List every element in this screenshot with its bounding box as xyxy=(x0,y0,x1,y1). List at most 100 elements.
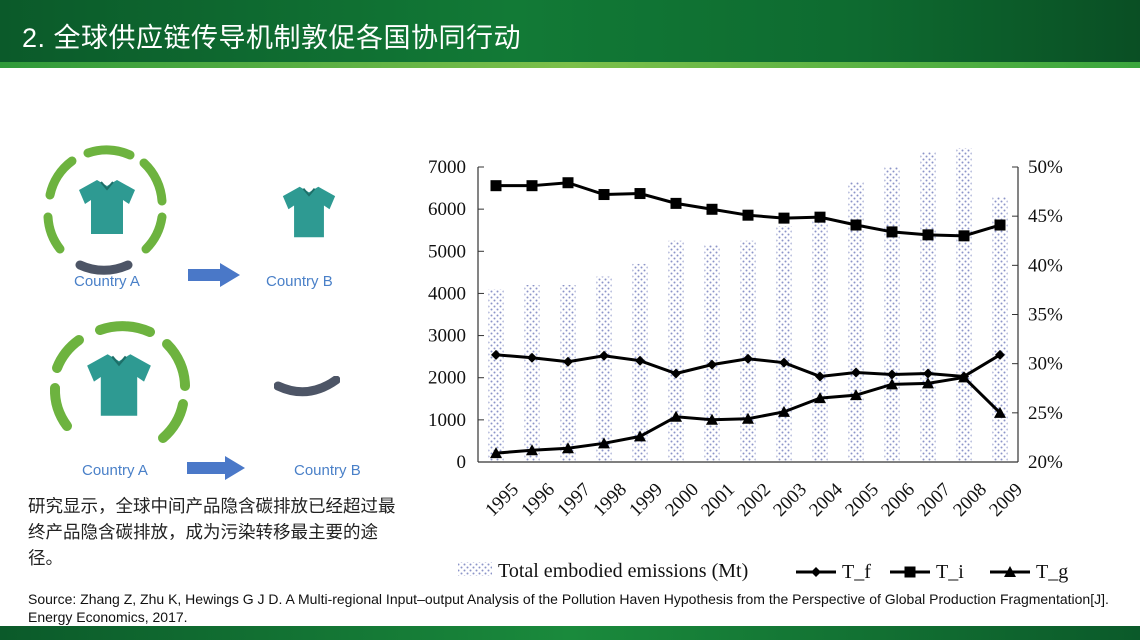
carbon-arc-icon xyxy=(274,376,340,397)
point-t-f xyxy=(743,353,753,364)
ring-segment xyxy=(45,156,77,200)
point-t-i xyxy=(958,230,970,242)
slide-title: 2. 全球供应链传导机制敦促各国协同行动 xyxy=(22,23,522,53)
supply-ring-bottom xyxy=(49,321,190,443)
point-t-g xyxy=(922,377,934,389)
point-t-i xyxy=(778,212,790,224)
x-axis-tick-label: 2001 xyxy=(697,479,739,521)
bar-total-emissions xyxy=(524,285,540,462)
right-axis-tick-label: 20% xyxy=(1028,452,1063,473)
legend-marker xyxy=(904,566,916,578)
point-t-f xyxy=(707,359,717,370)
legend: Total embodied emissions (Mt) T_f T_i T_g xyxy=(458,560,1068,583)
point-t-f xyxy=(599,350,609,361)
bar-total-emissions xyxy=(560,285,576,462)
point-t-g xyxy=(706,413,718,425)
bar-total-emissions xyxy=(596,276,612,462)
left-axis-tick-label: 4000 xyxy=(428,283,466,304)
point-t-f xyxy=(491,349,501,360)
right-axis-tick-label: 25% xyxy=(1028,403,1063,424)
x-axis-tick-label: 2003 xyxy=(769,479,811,521)
point-t-f xyxy=(563,356,573,367)
x-axis-tick-label: 2005 xyxy=(841,479,883,521)
x-axis-tick-label: 1996 xyxy=(517,479,559,521)
point-t-f xyxy=(527,352,537,363)
shirt-icon xyxy=(87,354,151,416)
title-banner: 2. 全球供应链传导机制敦促各国协同行动 xyxy=(0,0,1140,68)
x-axis-tick-label: 1998 xyxy=(589,479,631,521)
point-t-i xyxy=(814,211,826,223)
bar-total-emissions xyxy=(704,244,720,462)
point-t-g xyxy=(670,410,682,422)
point-t-f xyxy=(887,369,897,380)
point-t-i xyxy=(634,188,646,200)
left-axis-tick-label: 3000 xyxy=(428,326,466,347)
legend-label: T_f xyxy=(842,561,871,583)
x-axis-tick-label: 2000 xyxy=(661,479,703,521)
ring-segment xyxy=(162,339,190,391)
point-t-f xyxy=(851,367,861,378)
left-axis-tick-label: 5000 xyxy=(428,241,466,262)
point-t-i xyxy=(742,209,754,221)
point-t-g xyxy=(958,371,970,383)
bar-total-emissions xyxy=(992,196,1008,462)
ring-segment xyxy=(141,212,167,254)
right-axis-tick-label: 40% xyxy=(1028,255,1063,276)
point-t-g xyxy=(562,442,574,454)
point-t-f xyxy=(815,371,825,382)
point-t-f xyxy=(635,355,645,366)
point-t-g xyxy=(886,378,898,390)
emissions-chart: 0 1000 2000 3000 4000 5000 6000 7000 20% 25% 30% 35… xyxy=(428,148,1068,583)
ring-segment xyxy=(95,321,155,337)
description-text: 研究显示，全球中间产品隐含碳排放已经超过最终产品隐含碳排放，成为污染转移最主要的… xyxy=(28,497,396,569)
left-axis-tick-label: 1000 xyxy=(428,410,466,431)
legend-swatch-bars xyxy=(458,562,492,576)
point-t-g xyxy=(742,412,754,424)
point-t-i xyxy=(490,180,502,192)
point-t-g xyxy=(526,444,538,456)
point-t-g xyxy=(490,447,502,459)
ring-segment xyxy=(139,158,167,206)
point-t-i xyxy=(706,203,718,215)
bar-total-emissions xyxy=(740,240,756,462)
right-axis-tick-label: 45% xyxy=(1028,206,1063,227)
ring-segment xyxy=(158,399,188,443)
point-t-i xyxy=(562,177,574,189)
bar-total-emissions xyxy=(776,226,792,462)
point-t-f xyxy=(923,368,933,379)
point-t-i xyxy=(922,229,934,241)
point-t-i xyxy=(994,219,1006,231)
left-axis-tick-label: 2000 xyxy=(428,368,466,389)
country-b-label: Country B xyxy=(266,273,333,290)
x-axis-tick-label: 1995 xyxy=(481,479,523,521)
legend-label: T_g xyxy=(1036,561,1068,583)
ring-segment xyxy=(75,260,133,275)
left-axis-tick-label: 0 xyxy=(457,452,467,473)
point-t-g xyxy=(850,389,862,401)
point-t-g xyxy=(994,406,1006,418)
bar-total-emissions xyxy=(488,289,504,462)
country-a-label: Country A xyxy=(74,273,140,290)
x-axis-tick-label: 1999 xyxy=(625,479,667,521)
country-a-label: Country A xyxy=(82,462,148,479)
x-axis-tick-label: 1997 xyxy=(553,479,595,521)
ring-segment xyxy=(83,145,135,160)
right-axis-tick-label: 30% xyxy=(1028,354,1063,375)
x-axis-tick-label: 2006 xyxy=(877,479,919,521)
bar-total-emissions xyxy=(668,240,684,462)
country-b-label: Country B xyxy=(294,462,361,479)
footer-bar xyxy=(0,626,1140,640)
point-t-i xyxy=(850,219,862,231)
x-axis-tick-label: 2009 xyxy=(985,479,1027,521)
legend-marker xyxy=(811,567,821,577)
bar-total-emissions xyxy=(812,219,828,462)
ring-segment xyxy=(43,212,65,254)
ring-segment xyxy=(49,383,72,431)
bar-total-emissions xyxy=(884,167,900,462)
point-t-g xyxy=(634,430,646,442)
right-axis-tick-label: 50% xyxy=(1028,157,1063,178)
point-t-f xyxy=(671,368,681,379)
point-t-i xyxy=(886,226,898,238)
point-t-g xyxy=(814,392,826,404)
legend-label: T_i xyxy=(936,561,964,583)
